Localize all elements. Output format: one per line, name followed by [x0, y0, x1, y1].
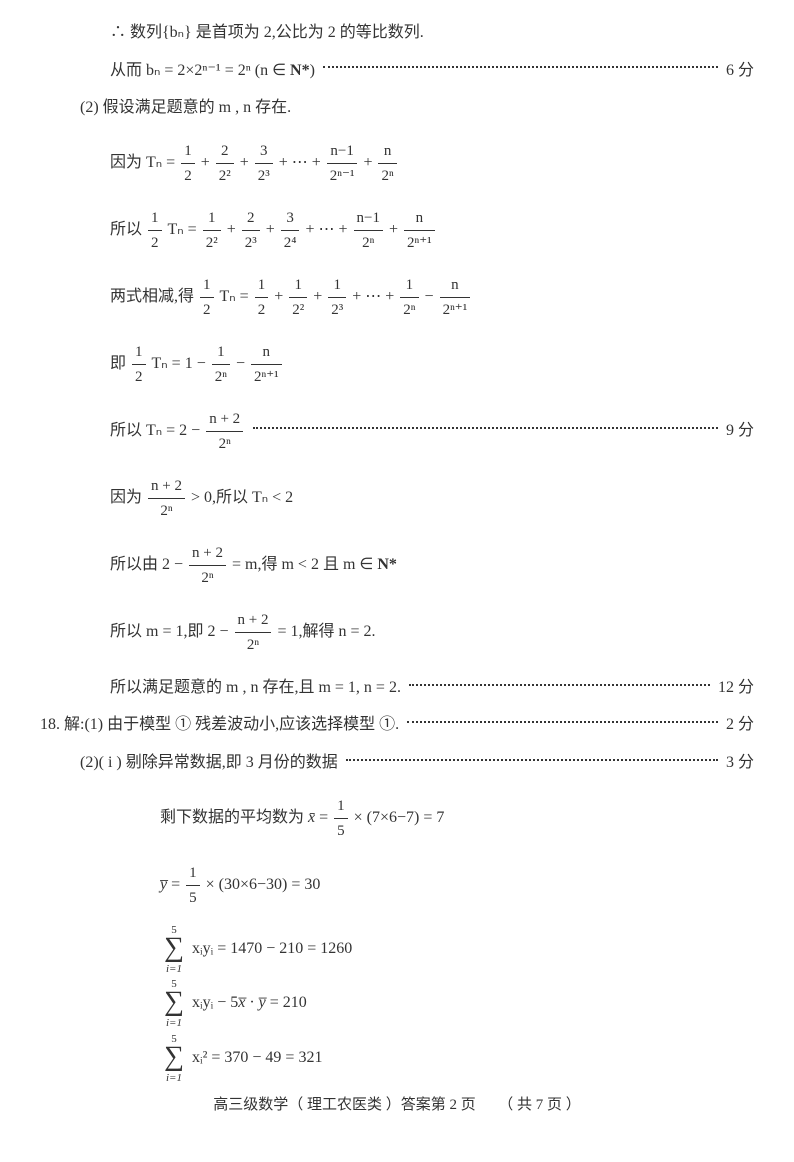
text: 所以满足题意的 m , n 存在,且 m = 1, n = 2.	[110, 675, 401, 701]
eq-line-8: 所以 Tₙ = 2 − n + 22ⁿ 9 分	[40, 407, 754, 456]
dotted-leader	[409, 684, 710, 686]
eq-line-9: 因为 n + 22ⁿ > 0,所以 Tₙ < 2	[40, 474, 754, 523]
score: 2 分	[726, 712, 754, 738]
sigma-icon: 5 ∑ i=1	[164, 1043, 184, 1074]
text-line-14: (2)( i ) 剔除异常数据,即 3 月份的数据 3 分	[40, 750, 754, 776]
score: 3 分	[726, 750, 754, 776]
eq-line-17: 5 ∑ i=1 xᵢyᵢ = 1470 − 210 = 1260	[40, 934, 754, 965]
eq-line-4: 因为 Tₙ = 12 + 22² + 32³ + ⋯ + n−12ⁿ⁻¹ + n…	[40, 139, 754, 188]
eq-line-16: y̅ = 15 × (30×6−30) = 30	[40, 861, 754, 910]
score: 6 分	[726, 58, 754, 84]
sigma-icon: 5 ∑ i=1	[164, 988, 184, 1019]
footer-text: 高三级数学（ 理工农医类 ）答案第 2 页 （ 共 7 页 ）	[213, 1097, 581, 1113]
text-line-1: ∴ 数列{bₙ} 是首项为 2,公比为 2 的等比数列.	[40, 20, 754, 46]
dotted-leader	[407, 721, 718, 723]
text: 从而 bₙ = 2×2ⁿ⁻¹ = 2ⁿ (n ∈ N*)	[110, 58, 315, 84]
text: ∴ 数列{bₙ} 是首项为 2,公比为 2 的等比数列.	[110, 24, 424, 41]
eq-line-18: 5 ∑ i=1 xᵢyᵢ − 5x̅ · y̅ = 210	[40, 988, 754, 1019]
dotted-leader	[346, 759, 718, 761]
text-line-3: (2) 假设满足题意的 m , n 存在.	[40, 95, 754, 121]
eq-line-15: 剩下数据的平均数为 x̄ = 15 × (7×6−7) = 7	[40, 794, 754, 843]
text: 18. 解:(1) 由于模型 ① 残差波动小,应该选择模型 ①.	[40, 712, 399, 738]
text-line-2: 从而 bₙ = 2×2ⁿ⁻¹ = 2ⁿ (n ∈ N*) 6 分	[40, 58, 754, 84]
text: (2)( i ) 剔除异常数据,即 3 月份的数据	[80, 750, 338, 776]
text: (2) 假设满足题意的 m , n 存在.	[80, 99, 291, 116]
sigma-icon: 5 ∑ i=1	[164, 934, 184, 965]
eq-line-7: 即 12 Tₙ = 1 − 12ⁿ − n2ⁿ⁺¹	[40, 340, 754, 389]
eq-line-11: 所以 m = 1,即 2 − n + 22ⁿ = 1,解得 n = 2.	[40, 608, 754, 657]
dotted-leader	[323, 66, 718, 68]
eq-line-5: 所以 12 Tₙ = 12² + 22³ + 32⁴ + ⋯ + n−12ⁿ +…	[40, 206, 754, 255]
page-footer: 高三级数学（ 理工农医类 ）答案第 2 页 （ 共 7 页 ）	[40, 1093, 754, 1117]
eq-line-19: 5 ∑ i=1 xᵢ² = 370 − 49 = 321	[40, 1043, 754, 1074]
score: 12 分	[718, 675, 754, 701]
eq-line-10: 所以由 2 − n + 22ⁿ = m,得 m < 2 且 m ∈ N*	[40, 541, 754, 590]
text-line-12: 所以满足题意的 m , n 存在,且 m = 1, n = 2. 12 分	[40, 675, 754, 701]
eq-line-6: 两式相减,得 12 Tₙ = 12 + 12² + 12³ + ⋯ + 12ⁿ …	[40, 273, 754, 322]
dotted-leader	[253, 427, 718, 429]
score: 9 分	[726, 418, 754, 444]
text-line-13: 18. 解:(1) 由于模型 ① 残差波动小,应该选择模型 ①. 2 分	[40, 712, 754, 738]
